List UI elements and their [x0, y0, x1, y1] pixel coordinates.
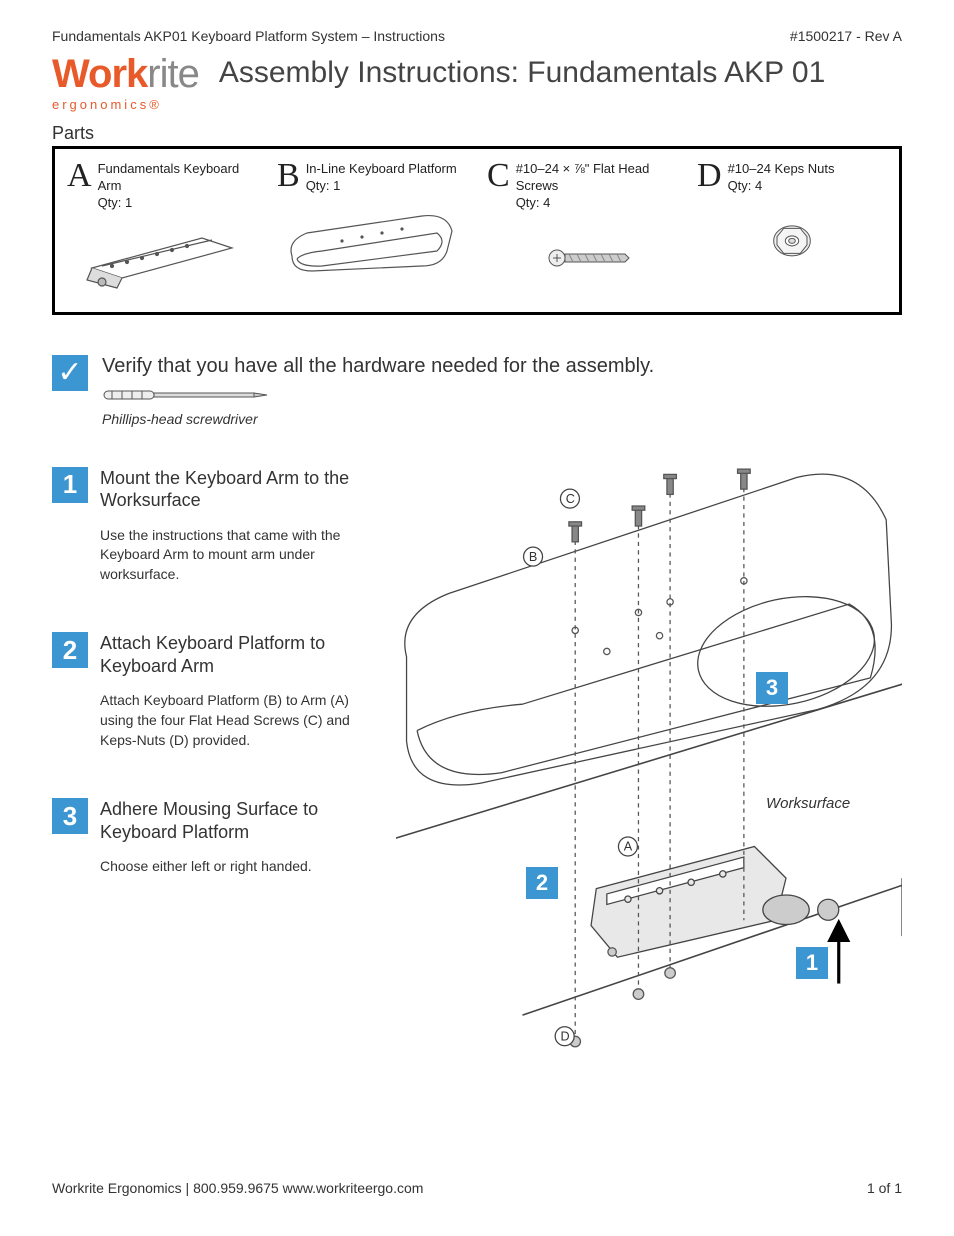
header-right: #1500217 - Rev A	[790, 28, 902, 44]
page-footer: Workrite Ergonomics | 800.959.9675 www.w…	[52, 1180, 902, 1196]
parts-label: Parts	[52, 123, 902, 144]
step-desc: Choose either left or right handed.	[100, 857, 382, 877]
step-title: Attach Keyboard Platform to Keyboard Arm	[100, 632, 382, 677]
part-letter: B	[277, 159, 300, 193]
step-1: 1 Mount the Keyboard Arm to the Worksurf…	[52, 467, 382, 585]
keyboard-platform-icon	[277, 201, 467, 281]
part-a: A Fundamentals Keyboard Arm Qty: 1	[67, 159, 257, 298]
step-desc: Attach Keyboard Platform (B) to Arm (A) …	[100, 691, 382, 750]
tool-caption: Phillips-head screwdriver	[102, 411, 654, 427]
svg-text:C: C	[566, 492, 575, 506]
part-d: D #10–24 Keps Nuts Qty: 4	[697, 159, 887, 298]
logo-part1: Work	[52, 52, 147, 96]
svg-text:D: D	[560, 1029, 569, 1043]
screwdriver-icon	[102, 386, 654, 407]
verify-block: ✓ Verify that you have all the hardware …	[52, 355, 902, 427]
part-name: Fundamentals Keyboard Arm	[98, 161, 257, 195]
header-left: Fundamentals AKP01 Keyboard Platform Sys…	[52, 28, 445, 44]
part-name: In-Line Keyboard Platform	[306, 161, 457, 178]
brand-logo: Workrite ergonomics®	[52, 54, 199, 111]
step-title: Adhere Mousing Surface to Keyboard Platf…	[100, 798, 382, 843]
diagram-callout-2: 2	[526, 867, 558, 899]
nut-icon	[697, 201, 887, 281]
document-title: Assembly Instructions: Fundamentals AKP …	[219, 54, 902, 90]
diagram-callout-3: 3	[756, 672, 788, 704]
part-b: B In-Line Keyboard Platform Qty: 1	[277, 159, 467, 298]
verify-text: Verify that you have all the hardware ne…	[102, 355, 654, 378]
keyboard-arm-icon	[67, 218, 257, 298]
part-qty: Qty: 1	[98, 195, 257, 212]
part-letter: A	[67, 159, 92, 193]
part-qty: Qty: 1	[306, 178, 457, 195]
part-letter: D	[697, 159, 722, 193]
parts-box: A Fundamentals Keyboard Arm Qty: 1	[52, 146, 902, 315]
footer-right: 1 of 1	[867, 1180, 902, 1196]
logo-part2: rite	[147, 52, 199, 96]
worksurface-label: Worksurface	[766, 795, 850, 812]
part-c: C #10–24 × ⅞" Flat Head Screws Qty: 4	[487, 159, 677, 298]
part-qty: Qty: 4	[728, 178, 835, 195]
svg-text:B: B	[529, 549, 537, 563]
title-row: Workrite ergonomics® Assembly Instructio…	[52, 54, 902, 111]
part-name: #10–24 × ⅞" Flat Head Screws	[516, 161, 677, 195]
step-desc: Use the instructions that came with the …	[100, 526, 382, 585]
steps-area: 1 Mount the Keyboard Arm to the Worksurf…	[52, 467, 902, 1060]
step-2: 2 Attach Keyboard Platform to Keyboard A…	[52, 632, 382, 750]
step-number: 3	[52, 798, 88, 834]
steps-column: 1 Mount the Keyboard Arm to the Worksurf…	[52, 467, 382, 1060]
footer-left: Workrite Ergonomics | 800.959.9675 www.w…	[52, 1180, 423, 1196]
part-name: #10–24 Keps Nuts	[728, 161, 835, 178]
step-3: 3 Adhere Mousing Surface to Keyboard Pla…	[52, 798, 382, 877]
part-letter: C	[487, 159, 510, 193]
logo-sub: ergonomics®	[52, 98, 199, 111]
step-number: 1	[52, 467, 88, 503]
step-title: Mount the Keyboard Arm to the Worksurfac…	[100, 467, 382, 512]
screw-icon	[487, 218, 677, 298]
step-number: 2	[52, 632, 88, 668]
assembly-diagram: C B A D 3 2 1 Worksurface	[396, 467, 902, 1060]
part-qty: Qty: 4	[516, 195, 677, 212]
check-icon: ✓	[52, 355, 88, 391]
diagram-callout-1: 1	[796, 947, 828, 979]
page-header: Fundamentals AKP01 Keyboard Platform Sys…	[52, 28, 902, 44]
svg-text:A: A	[624, 839, 633, 853]
